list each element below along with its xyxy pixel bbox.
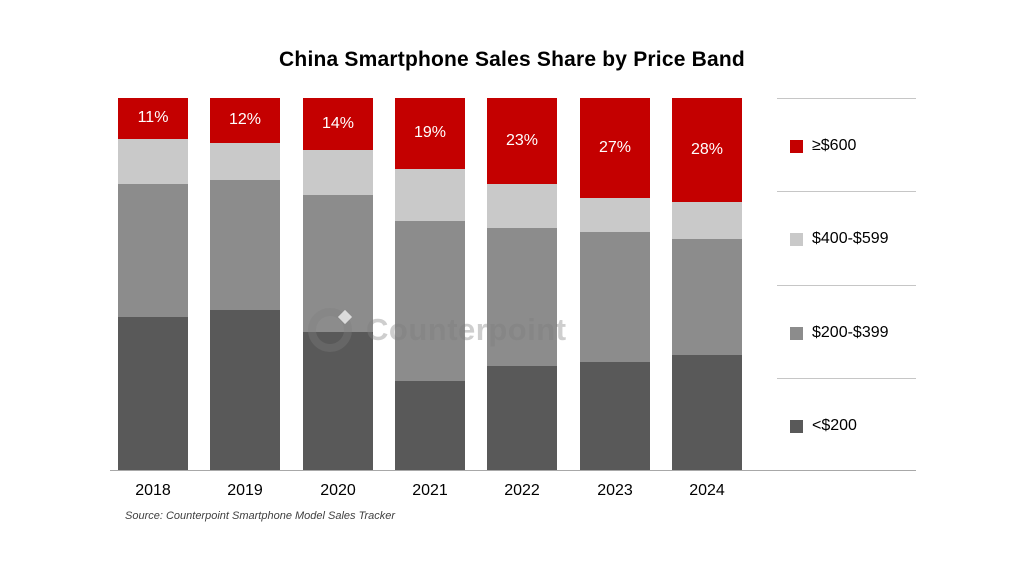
bar-segment-2022-band0 [487, 365, 557, 470]
bar-value-label-2018: 11% [137, 109, 169, 127]
legend-swatch-lt-200 [790, 419, 803, 433]
bar-segment-2019-band3: 12% [210, 98, 280, 143]
x-axis-label-2023: 2023 [597, 482, 633, 499]
bar-segment-2020-band0 [303, 332, 373, 470]
bar-segment-2021-band2 [395, 168, 465, 221]
bar-segment-2024-band2 [672, 202, 742, 240]
bar-segment-2022-band3: 23% [487, 98, 557, 184]
x-axis-label-2022: 2022 [504, 482, 540, 499]
legend-item-ge-600: ≥$600 [790, 137, 856, 155]
gridline-25pct [777, 378, 916, 379]
legend-swatch-ge-600 [790, 139, 803, 153]
bar-segment-2019-band1 [210, 179, 280, 311]
bar-segment-2023-band2 [580, 198, 650, 232]
bar-segment-2022-band2 [487, 183, 557, 229]
bar-segment-2018-band1 [118, 183, 188, 318]
bar-segment-2020-band2 [303, 150, 373, 195]
bar-value-label-2020: 14% [321, 115, 355, 133]
bar-segment-2024-band3: 28% [672, 98, 742, 203]
bar-value-label-2024: 28% [690, 141, 724, 159]
legend-swatch-400-599 [790, 232, 803, 246]
bar-value-label-2022: 23% [505, 131, 539, 149]
x-axis-label-2021: 2021 [412, 482, 448, 499]
x-axis-line [110, 470, 916, 471]
gridline-50pct [777, 285, 916, 286]
bar-segment-2018-band3: 11% [118, 98, 188, 139]
bar-value-label-2023: 27% [598, 139, 632, 157]
plot-area: 11% 2018 12% 2019 14% 2020 19% 2021 23% 2022 27% 20… [110, 98, 916, 499]
legend-swatch-200-399 [790, 326, 803, 340]
legend-label: <$200 [812, 417, 857, 434]
bar-segment-2024-band0 [672, 354, 742, 470]
bar-segment-2019-band0 [210, 310, 280, 470]
bar-segment-2018-band2 [118, 138, 188, 184]
bar-segment-2019-band2 [210, 142, 280, 180]
x-axis-label-2020: 2020 [320, 482, 356, 499]
bar-segment-2022-band1 [487, 228, 557, 366]
bar-segment-2023-band3: 27% [580, 98, 650, 199]
x-axis-label-2018: 2018 [135, 482, 171, 499]
legend-label: $400-$599 [812, 230, 889, 247]
bar-segment-2020-band1 [303, 194, 373, 333]
gridline-100pct [777, 98, 916, 99]
bar-value-label-2019: 12% [228, 111, 262, 129]
legend-item-lt-200: <$200 [790, 417, 857, 435]
legend-item-400-599: $400-$599 [790, 230, 889, 248]
bar-segment-2023-band0 [580, 362, 650, 470]
x-axis-label-2024: 2024 [689, 482, 725, 499]
bar-segment-2020-band3: 14% [303, 98, 373, 151]
x-axis-label-2019: 2019 [227, 482, 263, 499]
legend-label: ≥$600 [812, 137, 857, 154]
gridline-75pct [777, 191, 916, 192]
bar-segment-2021-band3: 19% [395, 98, 465, 169]
bar-segment-2021-band0 [395, 380, 465, 470]
bar-segment-2018-band0 [118, 317, 188, 470]
source-note: Source: Counterpoint Smartphone Model Sa… [125, 510, 396, 522]
legend-item-200-399: $200-$399 [790, 324, 889, 342]
bar-segment-2024-band1 [672, 239, 742, 355]
chart-title: China Smartphone Sales Share by Price Ba… [279, 48, 745, 71]
bar-segment-2023-band1 [580, 231, 650, 363]
bar-value-label-2021: 19% [413, 124, 447, 142]
legend-label: $200-$399 [812, 324, 889, 341]
bar-segment-2021-band1 [395, 220, 465, 381]
